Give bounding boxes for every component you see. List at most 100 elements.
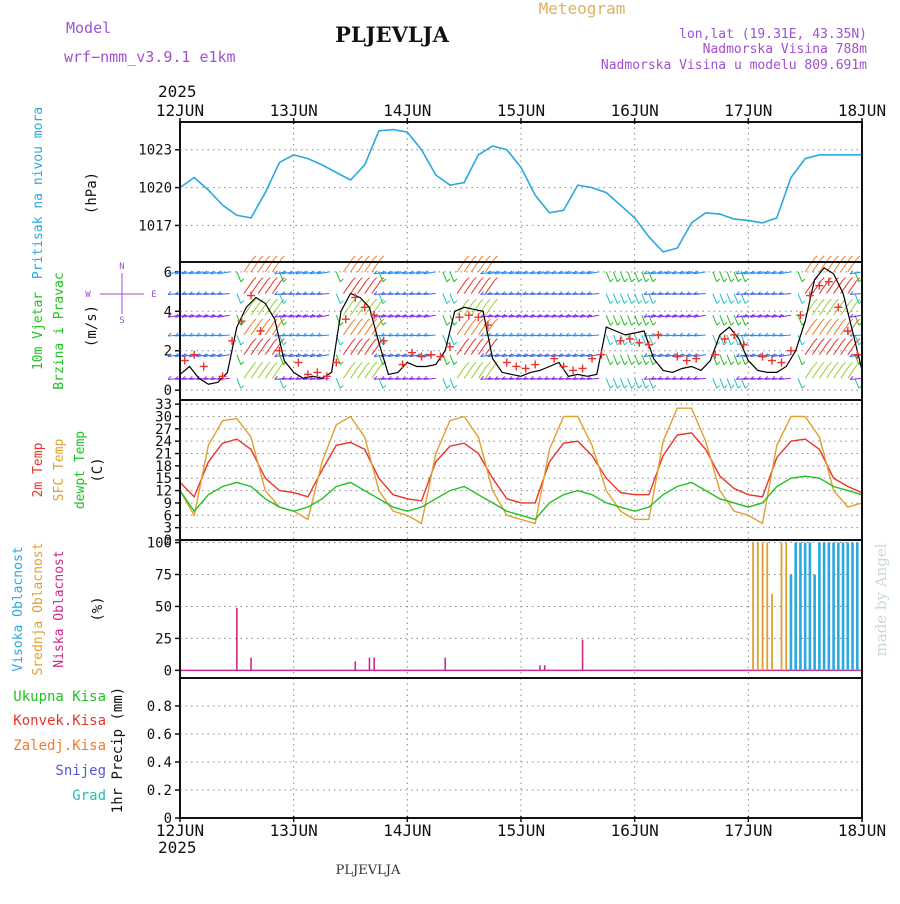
wind-barb-tick [480,270,484,275]
wind-barb-tick [757,375,761,380]
gust-marker [692,354,701,363]
wind-barb [612,315,618,326]
wind-barb [409,377,422,380]
wind-barb [409,334,422,337]
wind-barb-tick [416,313,420,318]
wind-barb [634,378,640,389]
wind-barb [587,314,600,318]
wind-barb-tick [664,332,669,337]
wind-barb [378,378,384,389]
wind-barb [243,258,254,273]
wind-barb-tick [266,298,271,303]
wind-barb-tick [609,384,614,389]
wind-barb-tick [820,255,825,260]
wind-barb [477,301,488,316]
y-tick-label: 27 [155,422,172,438]
wind-barb-tick [210,313,214,318]
high_cloud-bar [818,542,821,671]
wind-barb-tick [416,291,420,295]
wind-barb-tick [472,255,477,260]
wind-barb [271,258,282,273]
wind-barb-tick [730,341,735,346]
wind-barb [665,314,678,318]
wind-barb [395,354,408,358]
wind-barb [485,301,495,316]
wind-barb [402,293,415,296]
wind-barb [847,301,858,316]
wind-barb [849,271,863,275]
wind-barb [736,334,749,337]
high_cloud-bar [813,574,816,671]
wind-barb [693,271,706,275]
wind-barb [288,334,301,337]
wind-barb [516,271,529,275]
dewpoint-axis-title: dewpt Temp [73,431,88,509]
wind-barb-tick [288,270,293,275]
wind-barb-tick [352,338,356,343]
gust-marker [786,346,795,355]
wind-barb [395,334,408,337]
wind-barb-tick [835,361,839,366]
wind-barb [357,321,368,336]
wind-barb [523,377,536,380]
wind-barb-tick [339,278,344,283]
wind-barb [295,271,308,275]
wind-barb [371,321,382,336]
wind-barb [643,377,657,380]
wind-barb [302,354,316,358]
wind-barb-tick [465,277,470,281]
wind-barb-tick [387,375,392,380]
gust-marker [796,311,805,320]
wind-barb [295,293,308,296]
wind-barb [203,293,216,296]
wind-barb [501,334,514,337]
wind-barb [264,321,275,336]
wind-barb-tick [744,361,749,366]
wind-barb-tick [529,375,534,380]
wind-barb [658,334,671,337]
wind-barb-tick [664,291,669,295]
wind-barb [271,280,282,294]
wind-barb-tick [423,375,428,380]
wind-barb-tick [716,361,721,366]
wind-barb [217,271,230,275]
wind-barb [381,314,394,318]
wind-barb-tick [494,332,499,337]
wind-barb-tick [188,332,193,337]
wind-barb [364,341,375,355]
compass-north: N [119,262,124,272]
wind-barb [627,293,633,304]
wind-barb-tick [631,361,635,366]
wind-barb-tick [387,291,392,295]
wind-barb-tick [501,291,506,295]
wind-barb-tick [716,384,721,389]
wind-barb [672,314,685,318]
wind-barb [726,271,732,283]
wind-barb [686,271,699,275]
wind-barb-tick [196,313,200,318]
wind-barb-tick [295,313,300,318]
wind-barb [679,377,692,380]
wind-barb [587,271,600,275]
compass-south: S [119,316,124,326]
wind-barb [210,314,223,318]
wind-barb-tick [217,332,222,337]
wind-barb [373,293,387,296]
wind-barb [641,378,647,389]
wind-barb [764,314,777,318]
wind-barb [342,280,353,294]
wind-barb-tick [196,270,200,275]
wind-barb-tick [167,270,172,275]
wind-barb [175,377,188,380]
wind-barb-tick [617,278,621,283]
wind-barb-tick [259,255,264,260]
wind-barb [693,377,706,380]
wind-barb [463,341,474,355]
wind-barb [516,334,529,337]
wind-barb-tick [652,384,657,389]
wind-barb-tick [764,270,769,275]
wind-barb [310,334,323,337]
wind-barb [463,258,474,273]
wind-barb-tick [188,270,193,275]
wind-barb-tick [472,338,477,343]
